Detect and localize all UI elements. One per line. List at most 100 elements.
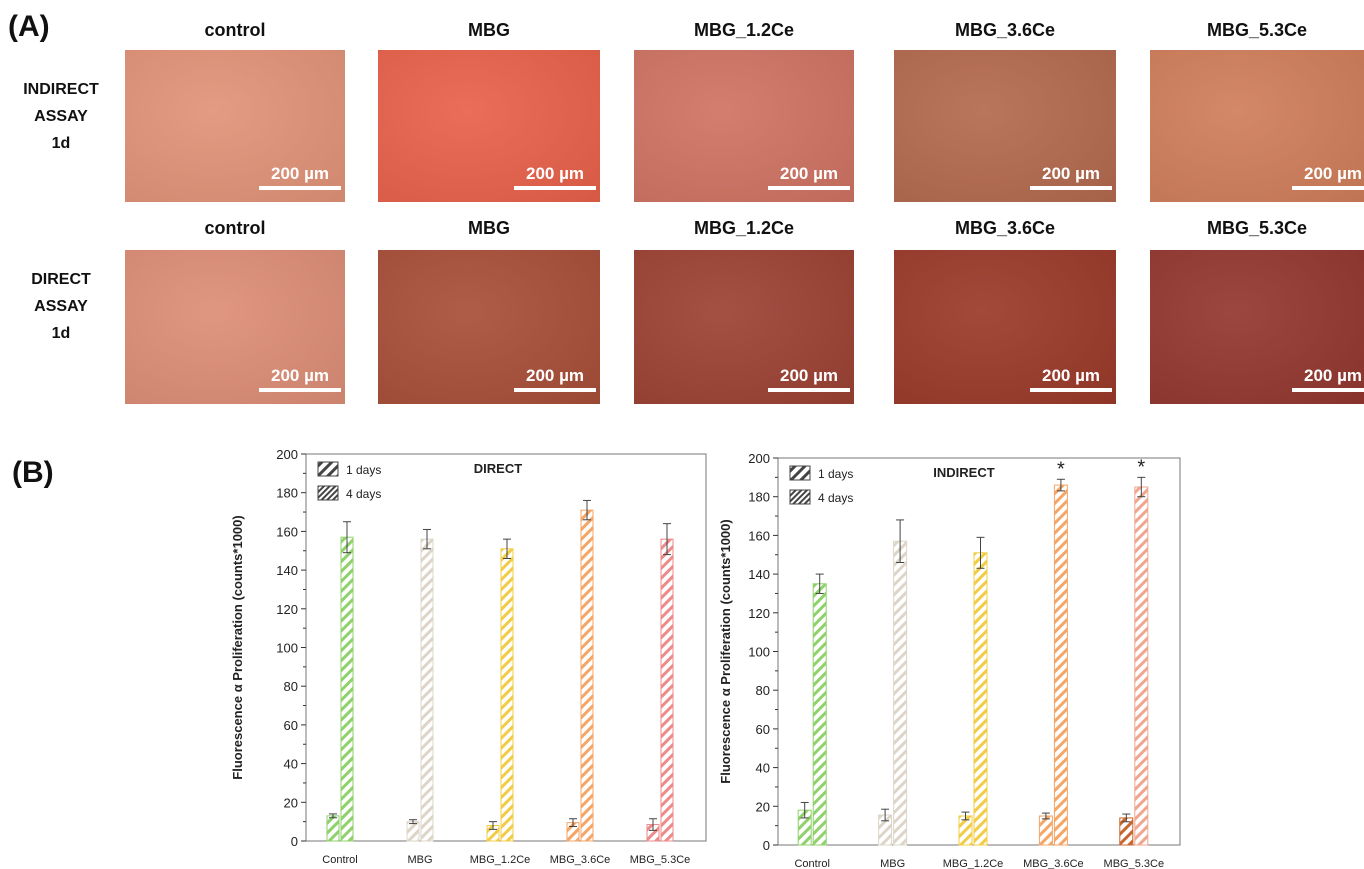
significance-star: * [1137, 456, 1145, 478]
y-tick-label: 0 [763, 838, 770, 853]
micrograph-cell: MBG 200 µm [378, 20, 600, 202]
bar [420, 538, 434, 842]
scale-bar-label: 200 µm [1042, 164, 1100, 183]
x-tick-label: MBG [407, 854, 432, 866]
legend-swatch [317, 461, 339, 477]
micrograph-image: 200 µm [1150, 250, 1364, 404]
row-label-line: 1d [51, 135, 71, 152]
x-tick-label: Control [794, 858, 829, 869]
micrograph-title: MBG [468, 218, 510, 238]
x-tick-label: MBG [880, 858, 905, 869]
row-label-line: ASSAY [34, 108, 88, 125]
scale-bar-label: 200 µm [526, 366, 584, 385]
y-tick-label: 140 [748, 567, 770, 582]
y-tick-label: 40 [284, 757, 298, 772]
micrograph-image: 200 µm [125, 50, 345, 202]
micrograph-cell: control 200 µm [125, 20, 345, 202]
micrograph-cell: MBG_1.2Ce 200 µm [634, 20, 854, 202]
panel-b-label: (B) [12, 456, 54, 489]
micrograph-image: 200 µm [894, 50, 1116, 202]
bar [340, 536, 354, 842]
scale-bar: 200 µm [514, 366, 596, 392]
micrograph-cell: MBG_3.6Ce 200 µm [894, 20, 1116, 202]
y-tick-label: 160 [276, 524, 298, 539]
y-axis-label: Fluorescence α Proliferation (counts*100… [718, 519, 733, 783]
chart-title: INDIRECT [933, 465, 994, 480]
micrograph-cell: MBG_5.3Ce 200 µm [1150, 20, 1364, 202]
micrograph-title: MBG_5.3Ce [1206, 20, 1308, 40]
panel-a: (A) INDIRECT ASSAY 1d control 200 µm MBG 200 µ… [0, 0, 1364, 420]
y-tick-label: 100 [276, 641, 298, 656]
y-tick-label: 180 [748, 490, 770, 505]
scale-bar: 200 µm [514, 164, 596, 190]
scale-bar: 200 µm [1292, 164, 1364, 190]
indirect-chart: 0 20 40 60 80 100 120 140 160 180 200 Fluorescence … [718, 451, 1181, 869]
row-label-line: DIRECT [31, 271, 91, 288]
scale-bar-label: 200 µm [780, 164, 838, 183]
scale-bar-label: 200 µm [1042, 366, 1100, 385]
bar [973, 552, 988, 846]
scale-bar: 200 µm [768, 164, 850, 190]
bar [660, 538, 674, 842]
scale-bar-line [514, 388, 596, 392]
x-tick-label: Control [322, 854, 357, 866]
bar [500, 548, 514, 842]
bar [1038, 815, 1053, 846]
scale-bar: 200 µm [1030, 366, 1112, 392]
y-tick-label: 200 [276, 447, 298, 462]
scale-bar-line [768, 186, 850, 190]
legend-label: 4 days [346, 487, 381, 501]
legend-label: 4 days [818, 491, 853, 505]
y-tick-label: 120 [748, 606, 770, 621]
x-tick-label: MBG_1.2Ce [470, 854, 531, 866]
scale-bar-line [514, 186, 596, 190]
x-tick-label: MBG_5.3Ce [1104, 858, 1165, 869]
scale-bar-label: 200 µm [271, 164, 329, 183]
row-label-line: INDIRECT [23, 81, 99, 98]
y-tick-label: 0 [291, 834, 298, 849]
row-label-line: 1d [51, 325, 71, 342]
micrograph-image: 200 µm [634, 250, 854, 404]
y-tick-label: 100 [748, 645, 770, 660]
scale-bar-line [1030, 186, 1112, 190]
micrograph-title: MBG_3.6Ce [954, 218, 1056, 238]
scale-bar: 200 µm [259, 164, 341, 190]
micrograph-cell: MBG_1.2Ce 200 µm [634, 218, 854, 404]
micrograph-cell: MBG_3.6Ce 200 µm [894, 218, 1116, 404]
micrograph-image: 200 µm [634, 50, 854, 202]
panel-a-label: (A) [8, 10, 50, 43]
scale-bar-line [1292, 186, 1364, 190]
legend-swatch [789, 465, 811, 481]
scale-bar-label: 200 µm [526, 164, 584, 183]
bar [406, 821, 420, 842]
y-tick-label: 60 [284, 718, 298, 733]
y-axis-label: Fluorescence α Proliferation (counts*100… [230, 515, 245, 779]
micrograph-title: MBG_1.2Ce [693, 218, 795, 238]
row-label: INDIRECT ASSAY 1d [2, 76, 120, 157]
y-tick-label: 140 [276, 563, 298, 578]
scale-bar-line [1030, 388, 1112, 392]
legend-label: 1 days [818, 467, 853, 481]
micrograph-title: MBG_1.2Ce [693, 20, 795, 40]
x-tick-label: MBG_3.6Ce [550, 854, 611, 866]
micrograph-cell: control 200 µm [125, 218, 345, 404]
scale-bar-label: 200 µm [780, 366, 838, 385]
legend-label: 1 days [346, 463, 381, 477]
y-tick-label: 120 [276, 602, 298, 617]
scale-bar: 200 µm [768, 366, 850, 392]
row-label: DIRECT ASSAY 1d [2, 266, 120, 347]
y-tick-label: 180 [276, 486, 298, 501]
micrograph-image: 200 µm [1150, 50, 1364, 202]
scale-bar: 200 µm [1292, 366, 1364, 392]
micrograph-image: 200 µm [378, 250, 600, 404]
micrograph-cell: MBG_5.3Ce 200 µm [1150, 218, 1364, 404]
micrograph-cell: MBG 200 µm [378, 218, 600, 404]
micrograph-image: 200 µm [894, 250, 1116, 404]
y-tick-label: 20 [284, 795, 298, 810]
y-tick-label: 160 [748, 528, 770, 543]
micrograph-title: MBG_5.3Ce [1206, 218, 1308, 238]
micrograph-title: MBG [468, 20, 510, 40]
row-label-line: ASSAY [34, 298, 88, 315]
bar [812, 583, 827, 846]
bar [580, 509, 594, 842]
